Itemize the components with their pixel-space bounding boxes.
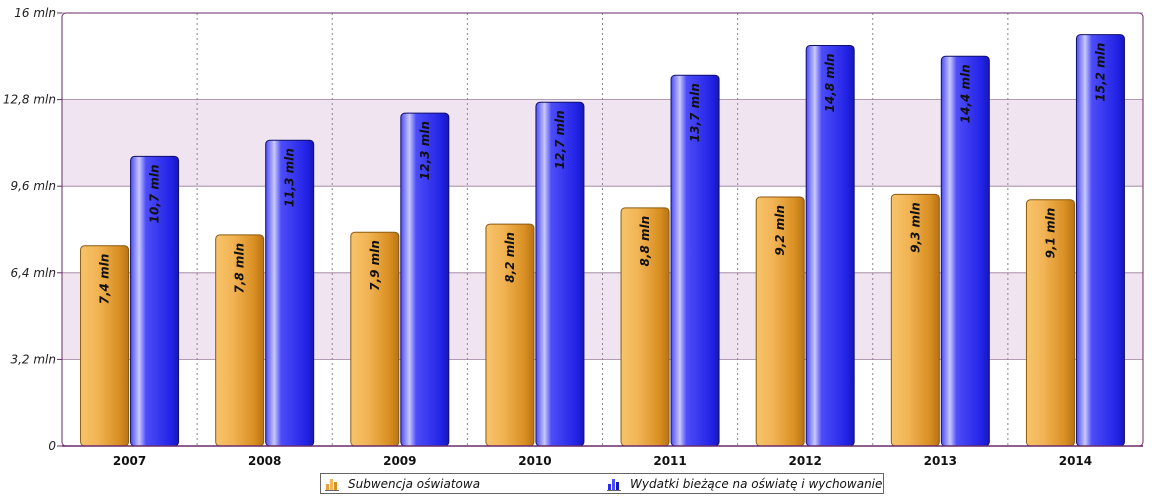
data-label: 7,4 mln <box>98 254 112 305</box>
x-tick-label: 2008 <box>248 454 281 468</box>
bar-chart-icon <box>325 478 339 491</box>
data-label: 9,1 mln <box>1043 208 1057 259</box>
x-tick-label: 2013 <box>924 454 957 468</box>
data-labels: 7,4 mln 10,7 mln 7,8 mln 11,3 mln 7,9 mln 12,… <box>98 43 1108 305</box>
data-label: 7,9 mln <box>368 240 382 291</box>
y-tick-label: 9,6 mln <box>10 179 56 193</box>
x-axis: 2007 2008 2009 2010 2011 2012 2013 2014 <box>62 445 1143 468</box>
y-tick-label: 12,8 mln <box>3 93 56 107</box>
legend-label-subwencja: Subwencja oświatowa <box>348 476 481 491</box>
plot-frame <box>61 12 1144 447</box>
x-tick-label: 2010 <box>518 454 551 468</box>
y-tick-label: 6,4 mln <box>10 266 56 280</box>
y-tick-label: 0 <box>48 439 56 453</box>
data-label: 13,7 mln <box>688 83 702 142</box>
x-tick-label: 2011 <box>653 454 686 468</box>
y-tick-label: 3,2 mln <box>10 352 56 366</box>
data-label: 9,3 mln <box>908 202 922 253</box>
legend: Subwencja oświatowa Wydatki bieżące na o… <box>320 473 884 494</box>
data-label: 12,7 mln <box>553 110 567 169</box>
bar-chart: 7,4 mln 10,7 mln 7,8 mln 11,3 mln 7,9 mln 12,… <box>3 6 1144 468</box>
data-label: 8,8 mln <box>638 216 652 267</box>
y-tick-label: 16 mln <box>14 6 56 20</box>
data-label: 9,2 mln <box>773 205 787 256</box>
x-tick-label: 2014 <box>1059 454 1092 468</box>
data-label: 11,3 mln <box>283 148 297 207</box>
x-tick-label: 2009 <box>383 454 416 468</box>
data-label: 14,8 mln <box>823 53 837 112</box>
bars <box>80 34 1125 447</box>
data-label: 10,7 mln <box>148 164 162 223</box>
data-label: 8,2 mln <box>503 232 517 283</box>
legend-item-wydatki[interactable]: Wydatki bieżące na oświatę i wychowanie <box>607 474 882 493</box>
bar-chart-icon <box>607 478 621 491</box>
data-label: 14,4 mln <box>958 64 972 123</box>
legend-label-wydatki: Wydatki bieżące na oświatę i wychowanie <box>630 476 883 491</box>
legend-item-subwencja[interactable]: Subwencja oświatowa <box>321 474 607 493</box>
data-label: 12,3 mln <box>418 121 432 180</box>
data-label: 7,8 mln <box>233 243 247 294</box>
data-label: 15,2 mln <box>1093 43 1107 102</box>
x-tick-label: 2012 <box>788 454 821 468</box>
y-axis: 0 3,2 mln 6,4 mln 9,6 mln 12,8 mln 16 mln <box>3 6 62 453</box>
x-tick-label: 2007 <box>113 454 146 468</box>
